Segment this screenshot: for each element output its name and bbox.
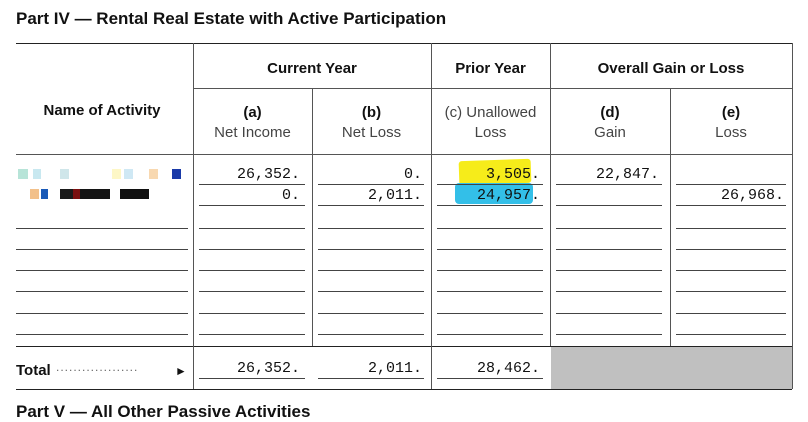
total-net-income: 26,352. <box>236 360 300 377</box>
entry-underline <box>437 291 543 292</box>
col-e-letter: (e) <box>721 104 741 121</box>
entry-underline <box>199 313 305 314</box>
entry-underline <box>556 270 662 271</box>
col-divider-cd <box>550 43 551 346</box>
total-c-underline <box>437 378 543 379</box>
entry-underline <box>676 334 786 335</box>
entry-underline <box>16 249 188 250</box>
entry-underline <box>437 184 543 185</box>
current-year-header: Current Year <box>267 60 357 77</box>
total-leader-dots: ................... <box>56 360 139 374</box>
entry-underline <box>676 249 786 250</box>
entry-underline <box>16 291 188 292</box>
row2-unallowed-loss: 24,957. <box>476 187 540 204</box>
entry-underline <box>199 270 305 271</box>
entry-underline <box>556 334 662 335</box>
row1-unallowed-loss: 3,505. <box>485 166 540 183</box>
total-shaded-area <box>551 347 792 389</box>
entry-underline <box>318 249 424 250</box>
entry-underline <box>556 184 662 185</box>
header-divider <box>193 88 792 89</box>
entry-underline <box>318 291 424 292</box>
entry-underline <box>318 270 424 271</box>
entry-underline <box>676 184 786 185</box>
col-d-label: Gain <box>594 124 626 141</box>
entry-underline <box>199 334 305 335</box>
entry-underline <box>437 313 543 314</box>
col-d-letter: (d) <box>600 104 620 121</box>
col-b-letter: (b) <box>361 104 382 121</box>
row2-net-income: 0. <box>281 187 300 204</box>
col-e-label: Loss <box>715 124 747 141</box>
col-divider-right <box>792 43 793 389</box>
entry-underline <box>676 291 786 292</box>
total-label: Total <box>16 362 51 379</box>
col-a-letter: (a) <box>243 104 262 121</box>
entry-underline <box>199 291 305 292</box>
row2-loss: 26,968. <box>720 187 784 204</box>
entry-underline <box>676 270 786 271</box>
col-c-label-line2: Loss <box>474 124 507 141</box>
entry-underline <box>556 205 662 206</box>
entry-underline <box>437 334 543 335</box>
next-part-title: Part V — All Other Passive Activities <box>16 402 311 421</box>
entry-underline <box>437 270 543 271</box>
prior-year-header: Prior Year <box>455 60 526 77</box>
entry-underline <box>16 270 188 271</box>
entry-underline <box>437 228 543 229</box>
total-b-underline <box>318 378 424 379</box>
entry-underline <box>676 228 786 229</box>
total-arrow-icon: ► <box>175 364 187 378</box>
col-c-label-line1: (c) Unallowed <box>444 104 537 121</box>
entry-underline <box>676 205 786 206</box>
entry-underline <box>318 334 424 335</box>
entry-underline <box>199 184 305 185</box>
entry-underline <box>556 228 662 229</box>
entry-underline <box>676 313 786 314</box>
overall-header: Overall Gain or Loss <box>597 60 745 77</box>
entry-underline <box>437 249 543 250</box>
col-divider-de <box>670 88 671 346</box>
highlight-blue <box>455 183 533 204</box>
col-divider-bc <box>431 43 432 389</box>
row2-net-loss: 2,011. <box>367 187 422 204</box>
total-a-underline <box>199 378 305 379</box>
row1-net-income: 26,352. <box>236 166 300 183</box>
entry-underline <box>199 228 305 229</box>
entry-underline <box>556 313 662 314</box>
entry-underline <box>556 249 662 250</box>
entry-underline <box>318 205 424 206</box>
entry-underline <box>16 334 188 335</box>
entry-underline <box>318 228 424 229</box>
entry-underline <box>318 184 424 185</box>
col-divider-name <box>193 43 194 389</box>
row1-gain: 22,847. <box>595 166 659 183</box>
part-title: Part IV — Rental Real Estate with Active… <box>16 9 447 28</box>
entry-underline <box>556 291 662 292</box>
entry-underline <box>199 205 305 206</box>
table-top-border <box>16 43 792 44</box>
total-unallowed-loss: 28,462. <box>476 360 540 377</box>
entry-underline <box>437 205 543 206</box>
total-net-loss: 2,011. <box>367 360 422 377</box>
entry-underline <box>16 228 188 229</box>
header-bottom-border <box>16 154 792 155</box>
row1-net-loss: 0. <box>403 166 422 183</box>
entry-underline <box>199 249 305 250</box>
name-of-activity-header: Name of Activity <box>43 102 161 119</box>
entry-underline <box>16 313 188 314</box>
total-top-border <box>16 346 792 347</box>
col-a-label: Net Income <box>214 124 291 141</box>
total-bottom-border <box>16 389 792 390</box>
entry-underline <box>318 313 424 314</box>
col-divider-ab <box>312 88 313 346</box>
col-b-label: Net Loss <box>341 124 402 141</box>
